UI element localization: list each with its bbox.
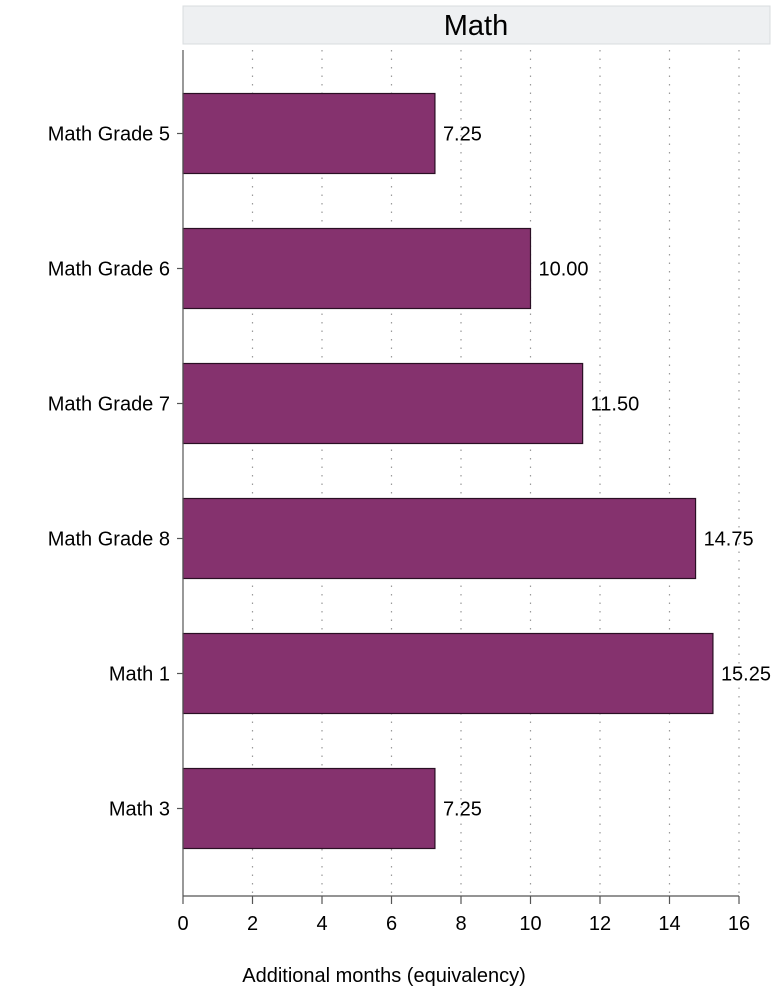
bar [182,362,584,445]
x-tick-label: 0 [177,913,188,935]
x-tick-label: 6 [386,913,397,935]
data-label: 11.50 [591,394,640,416]
bar [182,632,714,715]
panel-title-background [182,5,771,45]
bars: Math Grade 5 7.25 Math Grade 6 10.00 Math Gr… [48,92,771,850]
category-label: Math Grade 6 [48,259,170,281]
data-label: 10.00 [539,259,589,281]
bar [182,92,436,175]
bar [182,497,697,580]
data-label: 15.25 [721,664,771,686]
bar [182,227,532,310]
category-label: Math Grade 7 [48,394,170,416]
data-label: 7.25 [443,124,482,146]
x-tick-label: 8 [455,913,466,935]
category-label: Math Grade 8 [48,529,170,551]
x-tick-label: 10 [519,913,541,935]
panel-title: Math [444,10,508,42]
category-label: Math 1 [109,664,170,686]
x-axis: 0 2 4 6 8 10 12 14 16 [177,50,750,935]
category-label: Math Grade 5 [48,124,170,146]
x-tick-label: 16 [728,913,750,935]
bar [182,767,436,850]
x-tick-label: 4 [316,913,327,935]
x-tick-label: 12 [589,913,611,935]
data-label: 7.25 [443,799,482,821]
category-label: Math 3 [109,799,170,821]
x-tick-label: 14 [658,913,680,935]
data-label: 14.75 [704,529,754,551]
x-tick-label: 2 [247,913,258,935]
x-axis-title: Additional months (equivalency) [242,965,526,987]
